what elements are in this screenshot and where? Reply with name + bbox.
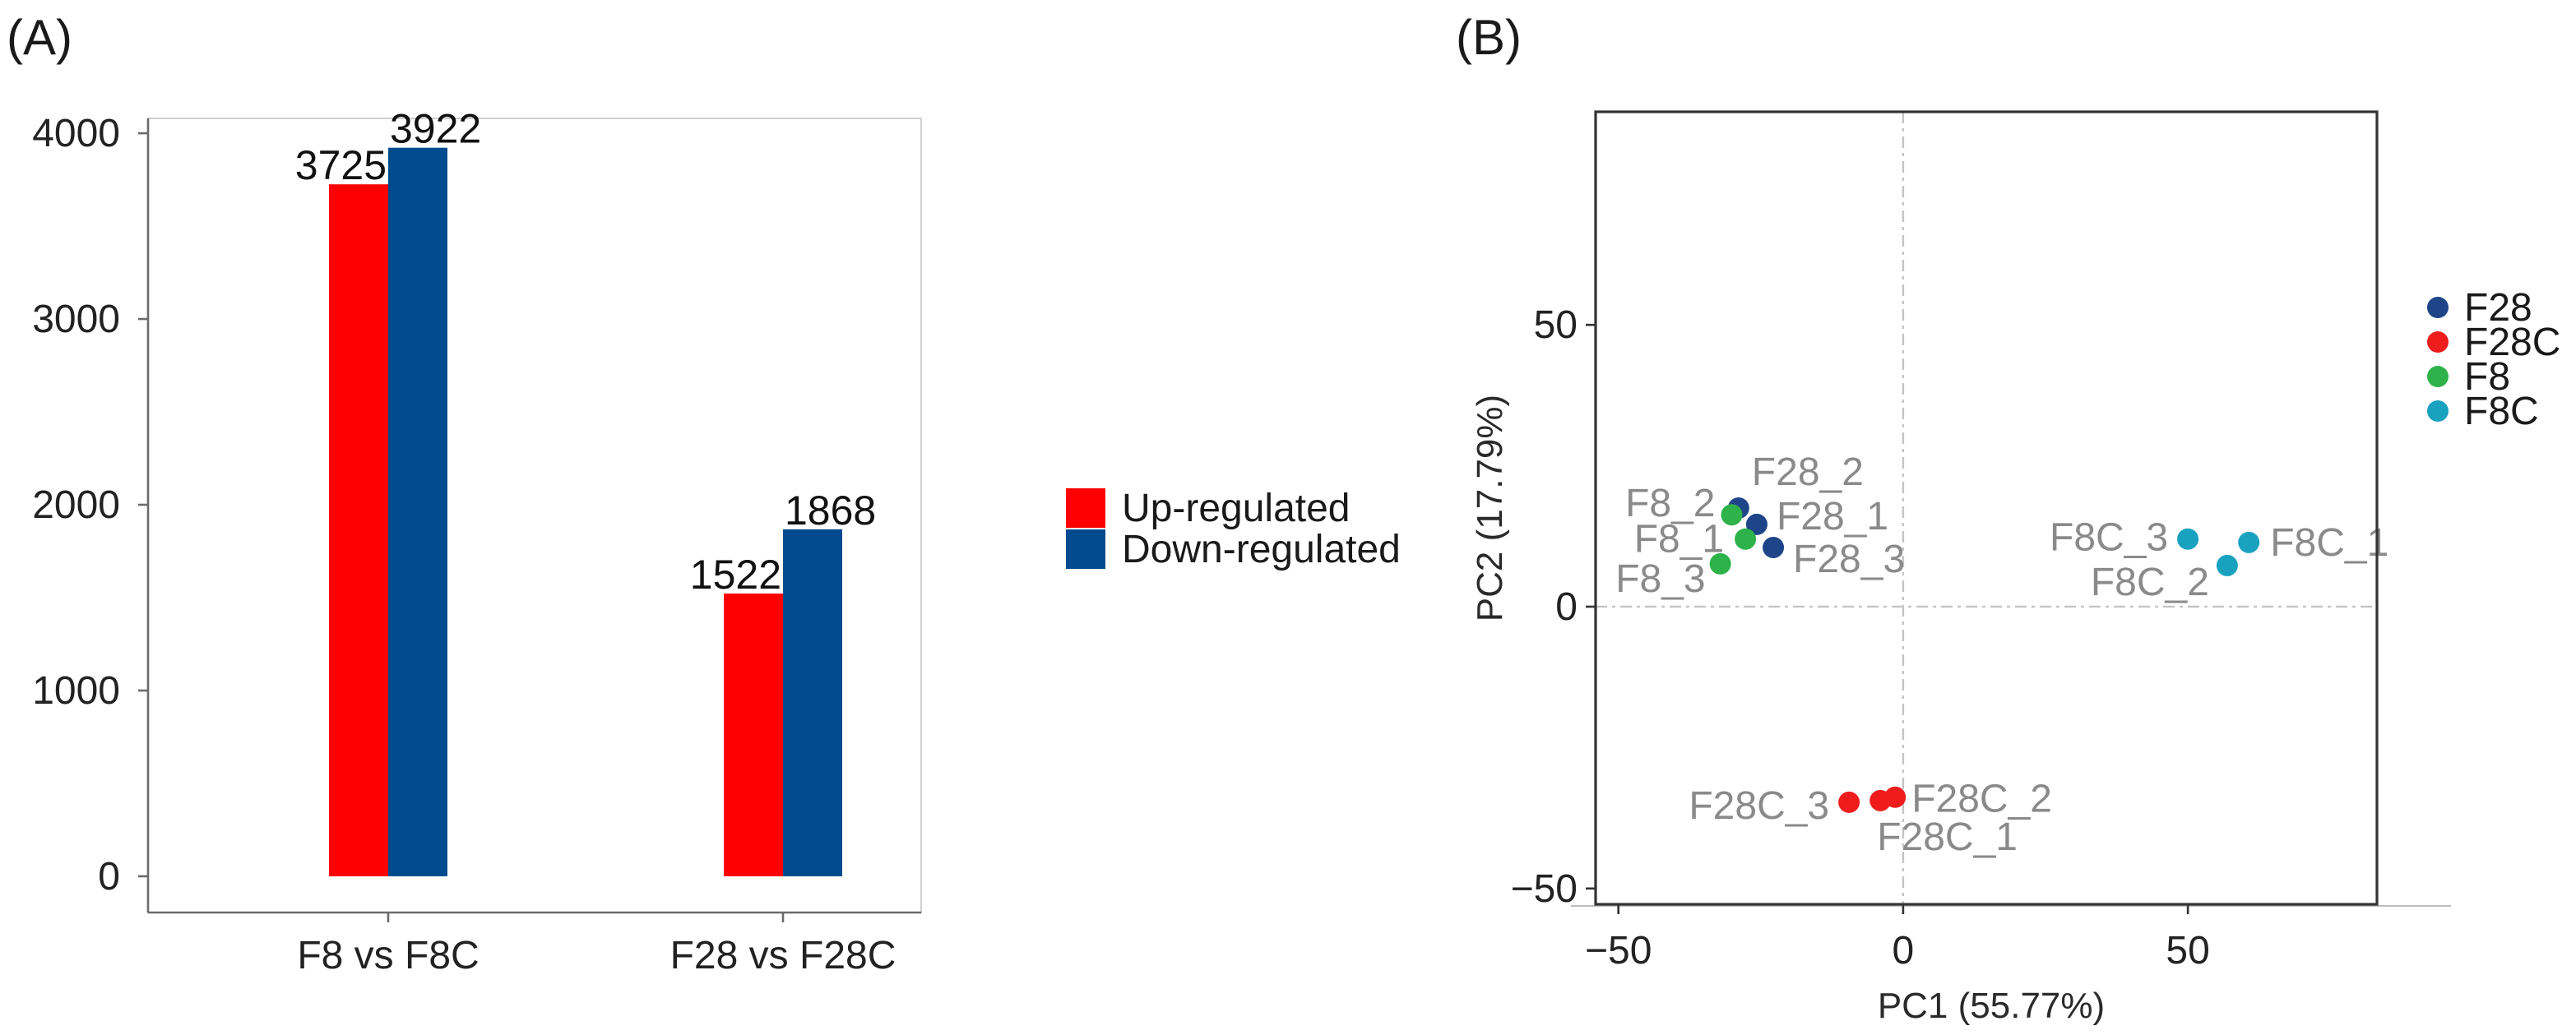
panel-a-tag: (A) [7, 10, 72, 65]
legend-swatch-down-regulated [1066, 529, 1105, 569]
bar-up-regulated-f8-vs-f8c [329, 184, 388, 876]
point-label-f28c-2: F28C_2 [1911, 778, 2052, 821]
y-tick-label: 3000 [32, 298, 120, 341]
y-tick-label: 1000 [32, 669, 120, 713]
panel-b-tag: (B) [1456, 10, 1522, 65]
point-label-f28-2: F28_2 [1752, 451, 1864, 494]
x-axis-title: PC1 (55.77%) [1878, 986, 2105, 1026]
data-label-up-regulated-f8-vs-f8c: 3725 [295, 142, 387, 188]
y-axis-title: PC2 (17.79%) [1470, 395, 1510, 621]
legend-label-f8: F8 [2464, 355, 2510, 399]
point-f8-1 [1735, 528, 1757, 550]
point-label-f28c-1: F28C_1 [1877, 816, 2018, 859]
legend-marker-f8c [2427, 400, 2449, 422]
point-f28-1 [1745, 513, 1768, 535]
point-f28c-3 [1838, 791, 1860, 813]
legend-label-f28: F28 [2464, 286, 2532, 330]
bar-down-regulated-f8-vs-f8c [388, 147, 447, 876]
point-f8c-3 [2177, 528, 2199, 550]
legend-label-f28c: F28C [2464, 321, 2560, 364]
data-label-up-regulated-f28-vs-f28c: 1522 [690, 552, 781, 598]
y-tick-label: −50 [1511, 867, 1578, 911]
panel-a: (A) 0 1000 2000 3000 4000 F8 vs F8C F28 vs F28… [7, 10, 1401, 977]
point-label-f28-1: F28_1 [1777, 495, 1888, 538]
x-tick-label: 50 [2166, 929, 2209, 973]
point-label-f8-2: F8_2 [1625, 482, 1715, 525]
y-tick-label: 0 [98, 855, 120, 899]
point-f8c-1 [2238, 531, 2260, 553]
legend-marker-f28 [2427, 297, 2449, 318]
point-f28-3 [1763, 536, 1785, 558]
point-label-f8c-2: F8C_2 [2091, 561, 2209, 604]
y-tick-label: 2000 [32, 483, 120, 527]
point-label-f8c-3: F8C_3 [2050, 516, 2168, 560]
x-tick-label: 0 [1893, 929, 1915, 973]
panel-b: (B) −50 0 50−50050F28_1F28_2F28_3F28C_1F28… [1456, 10, 2560, 1026]
y-tick-label: 0 [1555, 585, 1578, 629]
legend-marker-f8 [2427, 366, 2449, 387]
x-tick-label: F8 vs F8C [297, 934, 479, 977]
x-tick-label: −50 [1585, 929, 1652, 973]
legend-label-up-regulated: Up-regulated [1122, 487, 1351, 530]
y-tick-label: 4000 [32, 112, 120, 155]
point-f8-2 [1721, 504, 1743, 526]
point-label-f8-1: F8_1 [1634, 518, 1724, 561]
point-label-f8c-1: F8C_1 [2270, 521, 2388, 565]
legend-label-down-regulated: Down-regulated [1122, 528, 1401, 571]
plot-frame [1594, 110, 2379, 906]
point-label-f8-3: F8_3 [1615, 557, 1705, 601]
legend-label-f8c: F8C [2464, 390, 2539, 433]
x-tick-label: F28 vs F28C [670, 934, 897, 977]
legend-marker-f28c [2427, 331, 2449, 353]
point-label-f28c-3: F28C_3 [1689, 784, 1829, 828]
legend-swatch-up-regulated [1066, 488, 1105, 528]
point-f28c-2 [1884, 786, 1907, 808]
data-label-down-regulated-f28-vs-f28c: 1868 [785, 487, 876, 534]
bar-up-regulated-f28-vs-f28c [724, 594, 783, 876]
point-label-f28-3: F28_3 [1793, 538, 1905, 581]
point-f8-3 [1709, 552, 1731, 575]
point-f8c-2 [2216, 554, 2238, 576]
y-tick-label: 50 [1534, 303, 1578, 347]
deg-bar-chart: 0 1000 2000 3000 4000 F8 vs F8C F28 vs F28C 372… [32, 106, 922, 977]
bar-down-regulated-f28-vs-f28c [783, 529, 842, 876]
data-label-down-regulated-f8-vs-f8c: 3922 [390, 106, 481, 152]
